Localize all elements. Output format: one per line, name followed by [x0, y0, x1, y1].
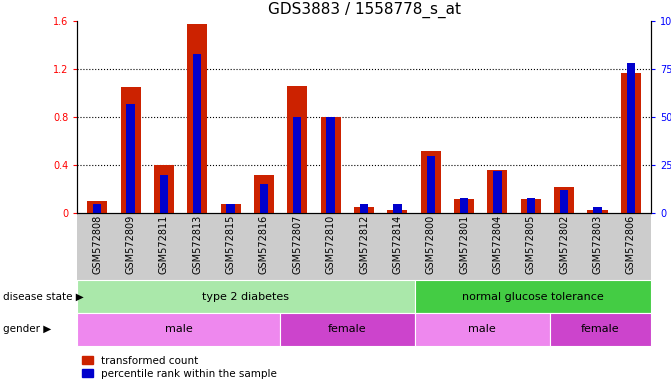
Bar [593, 207, 602, 213]
Bar [87, 201, 107, 213]
Bar [427, 156, 435, 213]
Text: female: female [581, 324, 619, 334]
Bar [254, 175, 274, 213]
Bar [327, 117, 335, 213]
Text: gender ▶: gender ▶ [3, 324, 52, 334]
Bar [293, 117, 301, 213]
Bar [621, 73, 641, 213]
Bar [260, 184, 268, 213]
Bar [287, 86, 307, 213]
Text: female: female [328, 324, 366, 334]
Bar [393, 204, 401, 213]
Bar [154, 165, 174, 213]
Bar [454, 199, 474, 213]
Bar [421, 151, 441, 213]
Bar [387, 210, 407, 213]
Bar [521, 199, 541, 213]
Bar [193, 54, 201, 213]
Text: disease state ▶: disease state ▶ [3, 291, 84, 302]
Bar [226, 204, 235, 213]
Bar [460, 198, 468, 213]
Text: normal glucose tolerance: normal glucose tolerance [462, 291, 604, 302]
Bar [221, 204, 241, 213]
Legend: transformed count, percentile rank within the sample: transformed count, percentile rank withi… [83, 356, 277, 379]
Bar [554, 187, 574, 213]
Bar [121, 87, 140, 213]
Bar [160, 175, 168, 213]
Bar [93, 204, 101, 213]
Bar [627, 63, 635, 213]
Title: GDS3883 / 1558778_s_at: GDS3883 / 1558778_s_at [268, 2, 460, 18]
Bar [487, 170, 507, 213]
Bar [187, 23, 207, 213]
Bar [354, 207, 374, 213]
Text: type 2 diabetes: type 2 diabetes [203, 291, 289, 302]
Bar [527, 198, 535, 213]
Bar [560, 190, 568, 213]
Bar [493, 171, 502, 213]
Bar [588, 210, 607, 213]
Text: male: male [468, 324, 496, 334]
Text: male: male [164, 324, 193, 334]
Bar [126, 104, 135, 213]
Bar [321, 117, 341, 213]
Bar [360, 204, 368, 213]
